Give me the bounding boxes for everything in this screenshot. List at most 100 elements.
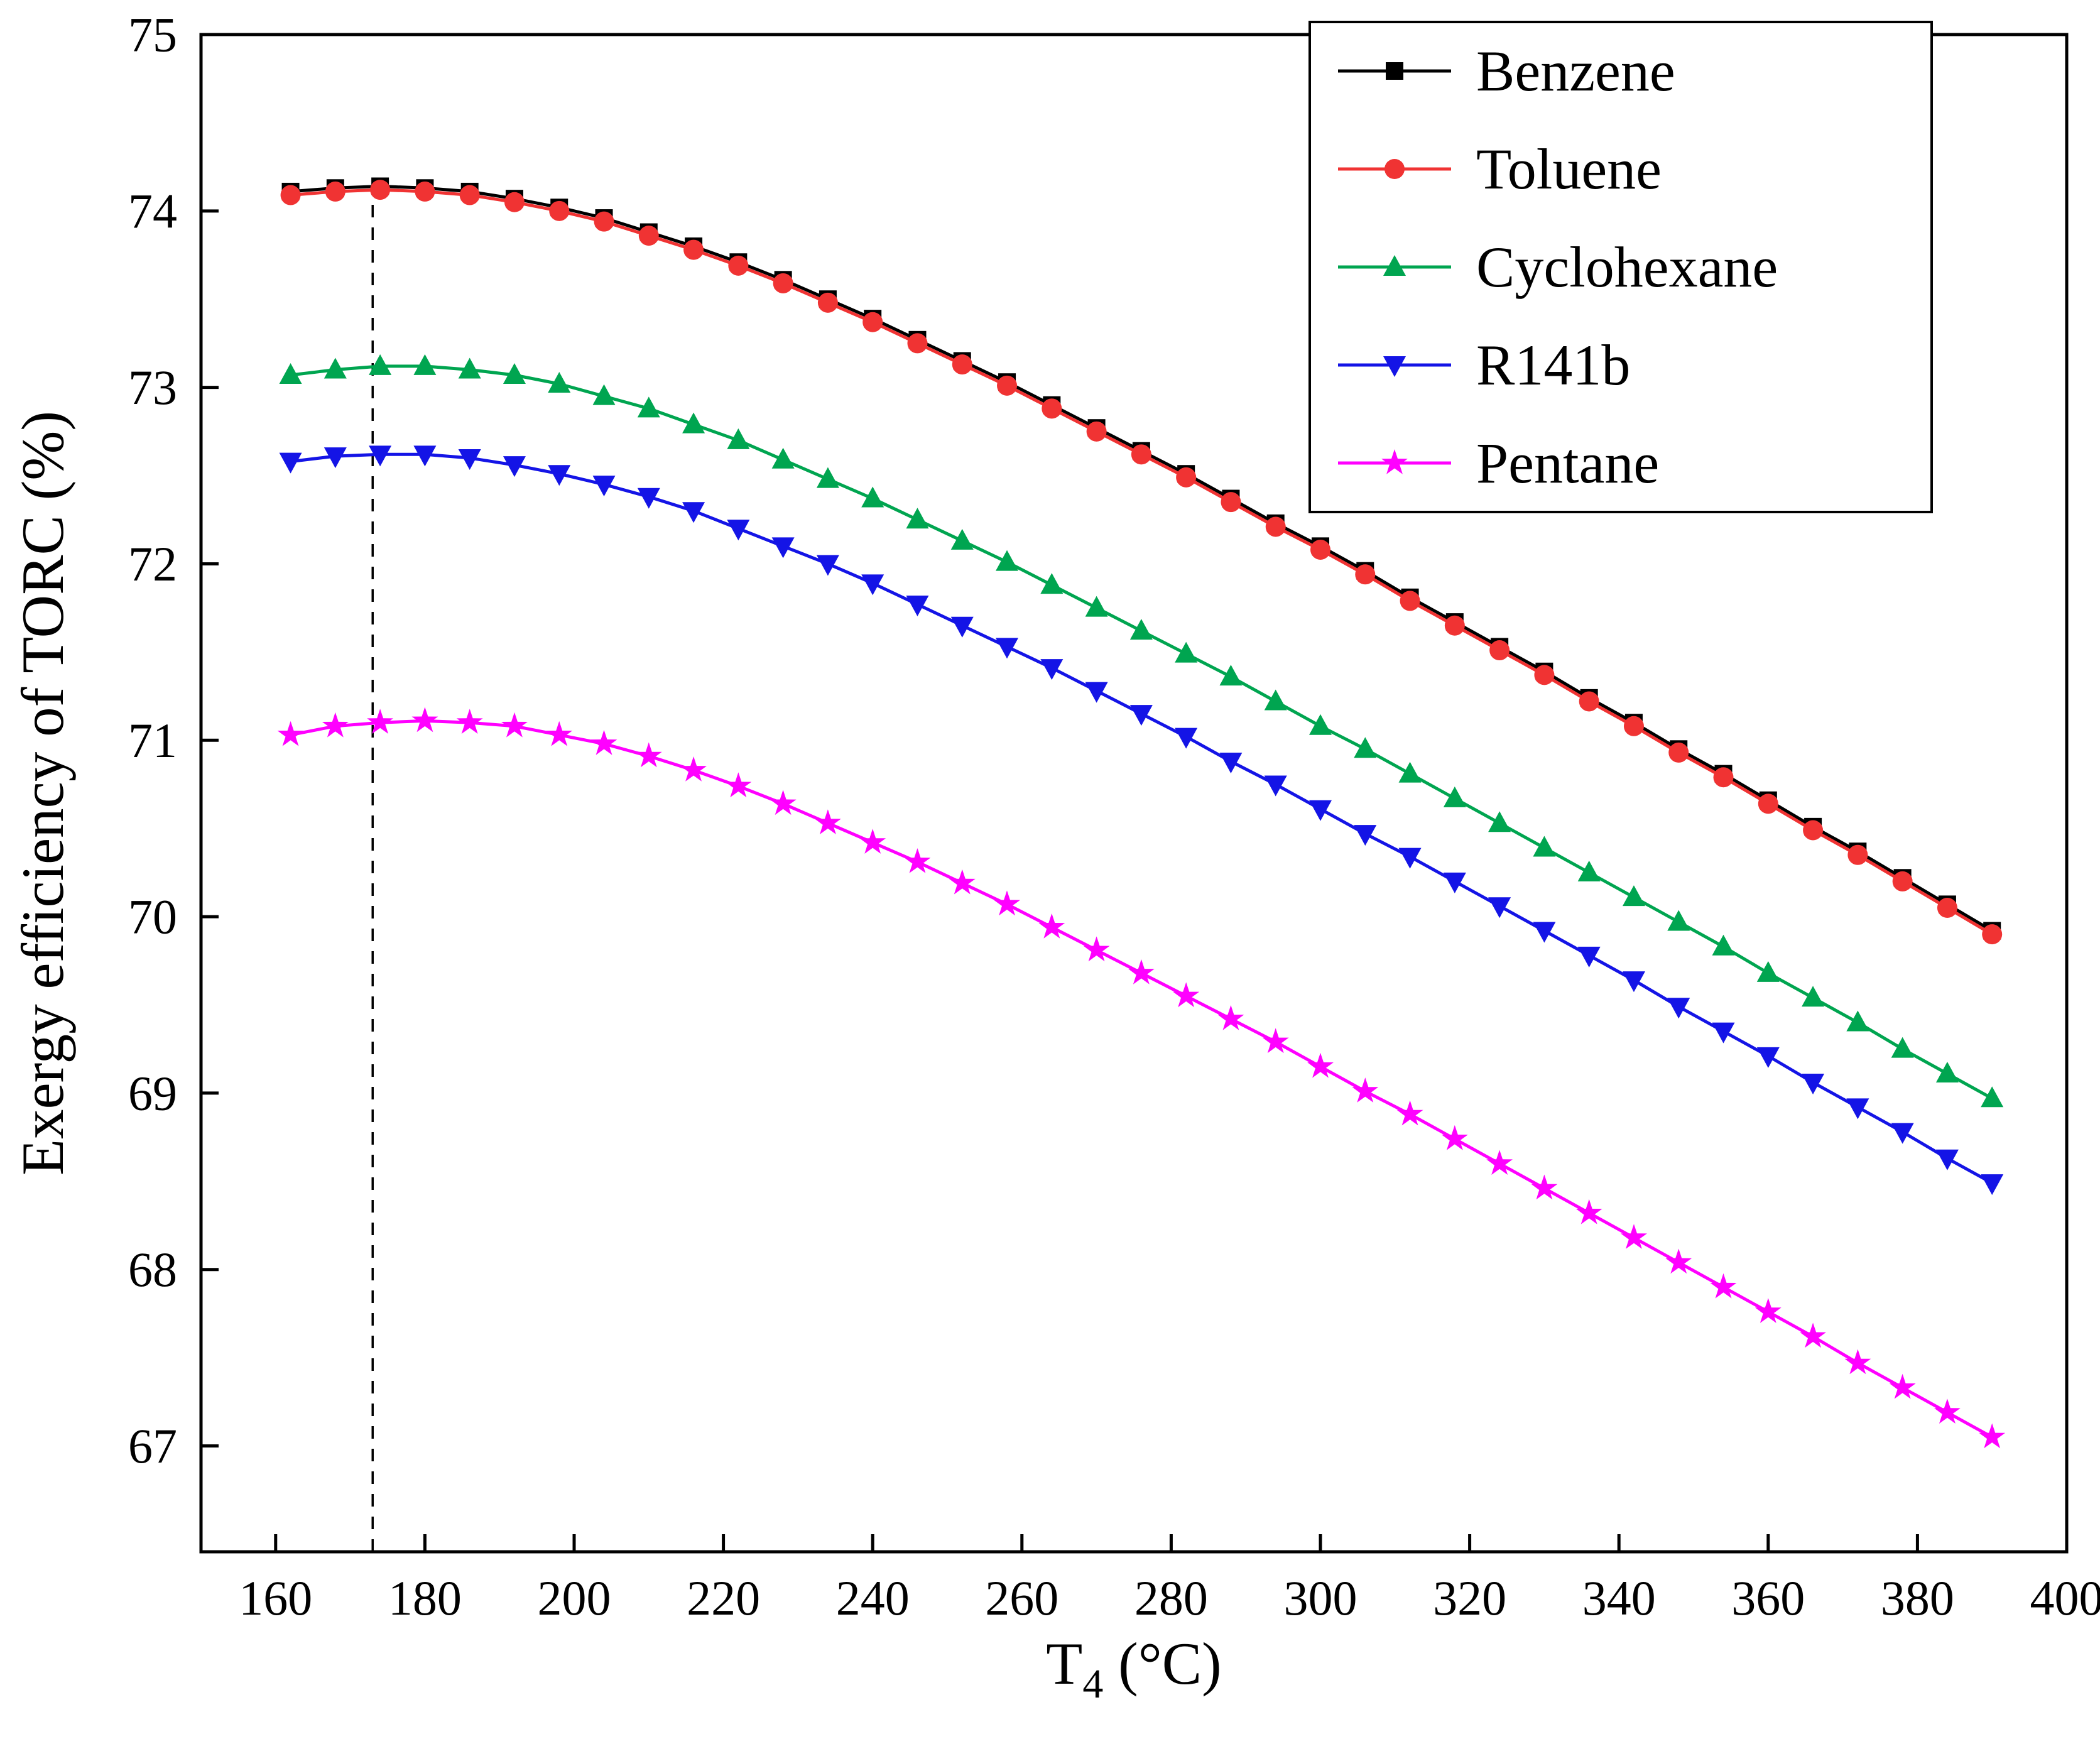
y-tick-label: 75: [128, 8, 177, 62]
marker-circle: [1221, 492, 1241, 513]
marker-star: [1381, 449, 1408, 474]
marker-star: [1934, 1398, 1961, 1424]
marker-circle: [1937, 898, 1957, 919]
marker-triangle-down: [1443, 872, 1466, 893]
marker-triangle-down: [1756, 1047, 1780, 1068]
marker-star: [1352, 1077, 1379, 1103]
marker-triangle-up: [996, 550, 1019, 571]
marker-star: [1307, 1052, 1334, 1078]
marker-circle: [1400, 591, 1420, 611]
legend-label: R141b: [1476, 333, 1630, 397]
marker-star: [904, 848, 931, 873]
marker-triangle-down: [1667, 998, 1690, 1019]
marker-star: [815, 809, 841, 834]
marker-star: [456, 709, 483, 734]
marker-star: [277, 721, 304, 746]
marker-triangle-down: [637, 488, 660, 509]
marker-triangle-up: [727, 428, 750, 449]
marker-triangle-down: [906, 596, 929, 617]
marker-star: [546, 721, 573, 746]
marker-circle: [1042, 398, 1062, 419]
marker-triangle-down: [1040, 659, 1064, 680]
x-tick-label: 260: [985, 1571, 1058, 1625]
legend-label: Toluene: [1476, 137, 1662, 201]
marker-triangle-down: [548, 465, 571, 486]
x-tick-label: 400: [2030, 1571, 2100, 1625]
marker-circle: [952, 354, 972, 375]
marker-triangle-up: [458, 357, 481, 379]
marker-triangle-down: [1802, 1074, 1825, 1095]
legend-label: Benzene: [1476, 39, 1675, 103]
marker-triangle-up: [1935, 1061, 1959, 1082]
y-tick-label: 70: [128, 890, 177, 944]
marker-circle: [415, 181, 435, 202]
legend-entry-benzene: Benzene: [1338, 39, 1675, 103]
marker-circle: [1534, 665, 1555, 685]
legend-label: Cyclohexane: [1476, 235, 1778, 299]
marker-circle: [1444, 615, 1465, 636]
marker-triangle-up: [413, 354, 437, 375]
marker-circle: [280, 185, 301, 205]
marker-circle: [1131, 444, 1151, 465]
marker-triangle-up: [503, 363, 526, 384]
marker-triangle-up: [369, 354, 392, 375]
legend: Benzene Toluene Cyclohexane R141b Pentane: [1308, 21, 1933, 513]
y-tick-label: 74: [128, 183, 177, 238]
x-tick-label: 240: [836, 1571, 910, 1625]
marker-star: [1979, 1423, 2006, 1449]
x-tick-label: 320: [1433, 1571, 1506, 1625]
legend-label: Pentane: [1476, 431, 1659, 495]
marker-triangle-down: [1935, 1149, 1959, 1170]
marker-triangle-up: [1667, 910, 1690, 931]
series-toluene: [280, 180, 2003, 945]
marker-triangle-up: [1383, 255, 1406, 276]
marker-triangle-up: [324, 357, 347, 379]
marker-circle: [1579, 691, 1599, 712]
marker-circle: [1310, 539, 1330, 560]
marker-circle: [1265, 516, 1286, 537]
marker-triangle-up: [1981, 1086, 2004, 1108]
marker-triangle-up: [1846, 1010, 1869, 1032]
marker-star: [1173, 982, 1200, 1008]
marker-circle: [370, 180, 391, 200]
x-axis-title: T4 (°C): [1046, 1630, 1221, 1707]
marker-circle: [1892, 871, 1913, 891]
marker-triangle-up: [1219, 665, 1243, 686]
marker-triangle-down: [950, 616, 974, 638]
series-pentane: [277, 707, 2006, 1449]
marker-star: [635, 742, 662, 768]
marker-triangle-down: [1622, 971, 1645, 993]
marker-triangle-down: [1219, 752, 1243, 773]
marker-circle: [773, 273, 793, 293]
legend-entry-r141b: R141b: [1338, 333, 1630, 397]
marker-circle: [1982, 924, 2003, 945]
marker-circle: [1623, 716, 1644, 736]
marker-triangle-down: [1309, 800, 1332, 821]
legend-entry-toluene: Toluene: [1338, 137, 1662, 201]
marker-triangle-down: [861, 574, 884, 596]
marker-triangle-up: [1533, 836, 1556, 857]
marker-star: [770, 790, 797, 815]
marker-triangle-up: [950, 528, 974, 550]
marker-triangle-down: [682, 502, 705, 523]
marker-triangle-up: [592, 384, 616, 405]
marker-triangle-up: [1040, 573, 1064, 594]
marker-circle: [1803, 820, 1824, 841]
marker-triangle-down: [1398, 848, 1422, 869]
marker-star: [1441, 1125, 1468, 1150]
marker-circle: [504, 192, 525, 212]
marker-circle: [1385, 159, 1405, 179]
marker-triangle-down: [458, 449, 481, 470]
marker-triangle-up: [1712, 934, 1735, 956]
marker-triangle-up: [1891, 1037, 1914, 1058]
x-tick-label: 360: [1731, 1571, 1805, 1625]
x-tick-label: 180: [388, 1571, 462, 1625]
marker-triangle-down: [1383, 356, 1406, 377]
y-tick-label: 71: [128, 713, 177, 768]
y-tick-label: 67: [128, 1419, 177, 1473]
marker-triangle-down: [369, 445, 392, 467]
marker-circle: [1086, 421, 1107, 442]
marker-triangle-up: [1756, 961, 1780, 982]
marker-triangle-down: [1175, 728, 1198, 749]
